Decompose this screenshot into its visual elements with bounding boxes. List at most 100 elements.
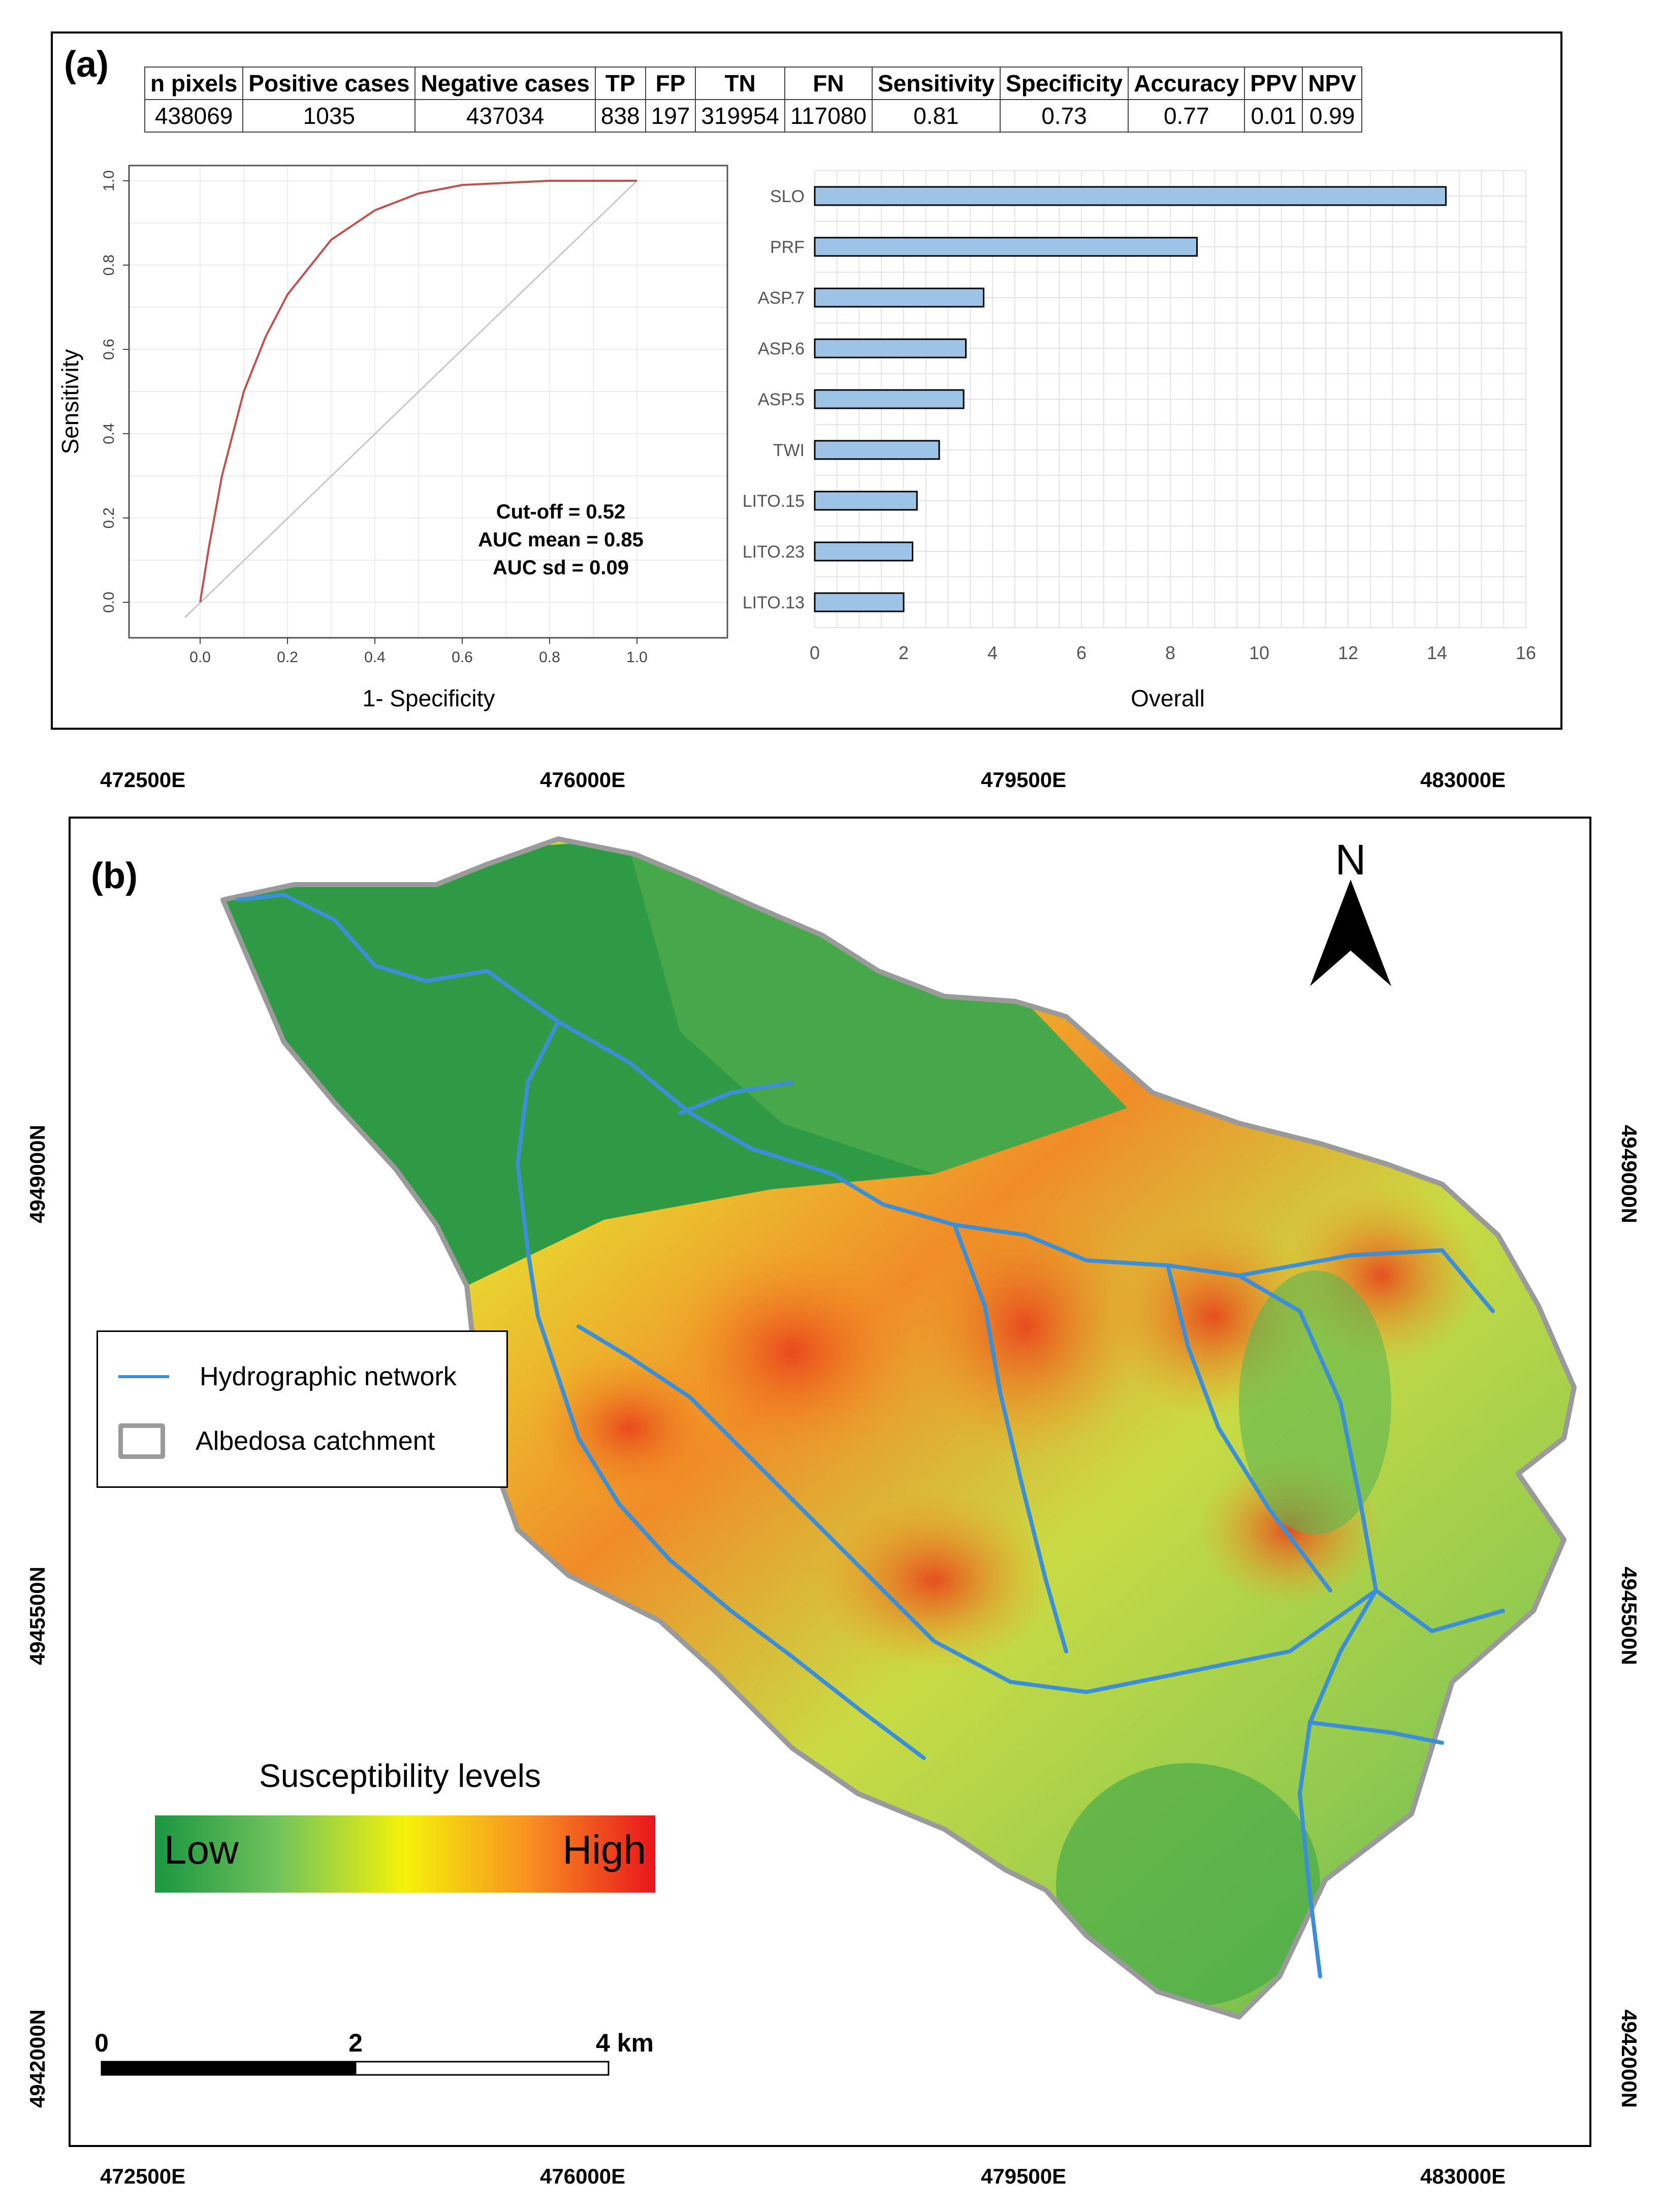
roc-diagonal-line: [184, 180, 638, 619]
bar-asp-5: [814, 389, 965, 409]
roc-auc-sd-label: AUC sd = 0.09: [493, 557, 629, 579]
roc-ytick-label: 0.8: [101, 254, 117, 276]
scale-bar: 0 2 4 km: [94, 2029, 654, 2076]
header-npv: NPV: [1302, 67, 1362, 100]
coord-bottom-4: 483000E: [1420, 2164, 1506, 2188]
scale-bar-white-segment: [355, 2061, 610, 2076]
roc-ytick-label: 0.2: [101, 507, 117, 529]
legend-row-hydro: Hydrographic network: [118, 1361, 457, 1392]
value-ppv: 0.01: [1244, 99, 1303, 133]
scale-label-4km: 4 km: [596, 2029, 654, 2057]
roc-ytick-label: 1.0: [101, 170, 117, 191]
metrics-table: n pixels Positive cases Negative cases T…: [144, 67, 1362, 133]
header-accuracy: Accuracy: [1128, 67, 1245, 100]
roc-chart: 0.0 0.2 0.4 0.6 0.8 1.0 0.0 0.2 0.4 0.6 0.8 1.0 1- …: [57, 165, 728, 711]
coord-top-2: 476000E: [540, 768, 626, 792]
susceptibility-title: Susceptibility levels: [259, 1758, 541, 1794]
bar-category-label: LITO.13: [743, 593, 805, 612]
coord-bottom-3: 479500E: [981, 2164, 1067, 2188]
bar-prf: [814, 237, 1198, 257]
bar-category-label: PRF: [770, 238, 805, 257]
hydro-line-icon: [118, 1375, 169, 1378]
roc-curve: [199, 180, 637, 603]
legend-hydro-label: Hydrographic network: [200, 1362, 457, 1391]
value-npv: 0.99: [1302, 99, 1362, 133]
scale-bar-black-segment: [101, 2061, 357, 2076]
value-specificity: 0.73: [1000, 99, 1129, 133]
header-positive-cases: Positive cases: [242, 67, 416, 100]
coord-left-2: 4945500N: [25, 1567, 49, 1665]
roc-grid: [129, 166, 727, 638]
bar-tick-labels: 0 2 4 6 8 10 12 14 16: [810, 642, 1536, 663]
bar-xtick-label: 16: [1516, 642, 1536, 663]
bar-category-label: ASP.6: [758, 339, 805, 359]
roc-ytick-label: 0.6: [101, 339, 117, 360]
coord-right-1: 4949000N: [1617, 1125, 1641, 1223]
coord-bottom-2: 476000E: [540, 2164, 626, 2188]
roc-ytick-label: 0.0: [101, 592, 117, 613]
bar-category-label: ASP.7: [758, 288, 805, 308]
bar-asp-7: [814, 287, 984, 308]
value-fp: 197: [645, 99, 696, 133]
coord-right-2: 4945500N: [1617, 1567, 1641, 1665]
hydrographic-network: [236, 893, 1505, 1978]
coord-top-4: 483000E: [1420, 768, 1506, 792]
coord-left-3: 4942000N: [25, 2009, 49, 2108]
value-positive-cases: 1035: [242, 99, 416, 133]
bar-category-label: TWI: [773, 441, 805, 460]
bar-slo: [814, 186, 1447, 206]
header-tn: TN: [695, 67, 785, 100]
header-tp: TP: [594, 67, 646, 100]
coord-bottom-1: 472500E: [100, 2164, 186, 2188]
map-legend: Hydrographic network Albedosa catchment: [97, 1330, 508, 1488]
bar-xtick-label: 0: [810, 642, 820, 663]
value-accuracy: 0.77: [1128, 99, 1245, 133]
header-negative-cases: Negative cases: [414, 67, 596, 100]
value-n-pixels: 438069: [144, 99, 244, 133]
bar-lito-15: [814, 491, 918, 511]
roc-auc-mean-label: AUC mean = 0.85: [478, 529, 644, 551]
bar-asp-6: [814, 338, 967, 359]
coord-top-1: 472500E: [100, 768, 186, 792]
roc-plot-frame: [128, 165, 728, 639]
roc-ticks: 0.0 0.2 0.4 0.6 0.8 1.0 0.0 0.2 0.4 0.6 0.8 1.0: [101, 170, 648, 666]
bar-xtick-label: 4: [987, 642, 998, 663]
importance-bar-chart: SLO PRF ASP.7 ASP.6 ASP.5 TWI LITO.15 LITO.23 LI…: [743, 170, 1536, 711]
bar-xtick-label: 12: [1338, 642, 1358, 663]
bar-category-label: SLO: [770, 187, 805, 206]
bar-category-label: LITO.15: [743, 492, 805, 511]
north-arrow: [1310, 880, 1391, 986]
bar-xlabel: Overall: [1131, 685, 1205, 711]
bar-xtick-label: 2: [899, 642, 909, 663]
header-fn: FN: [784, 67, 873, 100]
bar-category-label: ASP.5: [758, 390, 805, 409]
header-specificity: Specificity: [1000, 67, 1129, 100]
header-n-pixels: n pixels: [144, 67, 244, 100]
roc-ylabel: Sensitivity: [57, 349, 83, 454]
value-tn: 319954: [695, 99, 785, 133]
roc-xtick-label: 0.8: [539, 649, 560, 666]
value-negative-cases: 437034: [414, 99, 596, 133]
roc-cutoff-label: Cut-off = 0.52: [496, 501, 625, 523]
roc-xtick-label: 0.6: [452, 649, 473, 666]
panel-b-label: (b): [91, 856, 138, 896]
bar-twi: [814, 440, 940, 460]
panel-a: (a) n pixels Positive cases Negative cas…: [51, 31, 1562, 730]
scale-label-0: 0: [94, 2029, 109, 2057]
roc-xtick-label: 0.4: [364, 649, 386, 666]
value-tp: 838: [594, 99, 646, 133]
value-fn: 117080: [784, 99, 873, 133]
roc-xtick-label: 0.0: [189, 649, 211, 666]
roc-ytick-label: 0.4: [101, 423, 117, 444]
header-fp: FP: [645, 67, 696, 100]
roc-xlabel: 1- Specificity: [363, 685, 495, 711]
susceptibility-colorbar: Low High: [155, 1815, 655, 1893]
bar-xtick-label: 10: [1249, 642, 1269, 663]
catchment-outline-icon: [118, 1423, 165, 1459]
header-sensitivity: Sensitivity: [871, 67, 1001, 100]
bar-category-labels: SLO PRF ASP.7 ASP.6 ASP.5 TWI LITO.15 LITO.23 LI…: [743, 187, 805, 612]
bar-lito-23: [814, 541, 913, 562]
bar-xtick-label: 6: [1076, 642, 1086, 663]
roc-xtick-label: 0.2: [277, 649, 298, 666]
coord-top-3: 479500E: [981, 768, 1067, 792]
